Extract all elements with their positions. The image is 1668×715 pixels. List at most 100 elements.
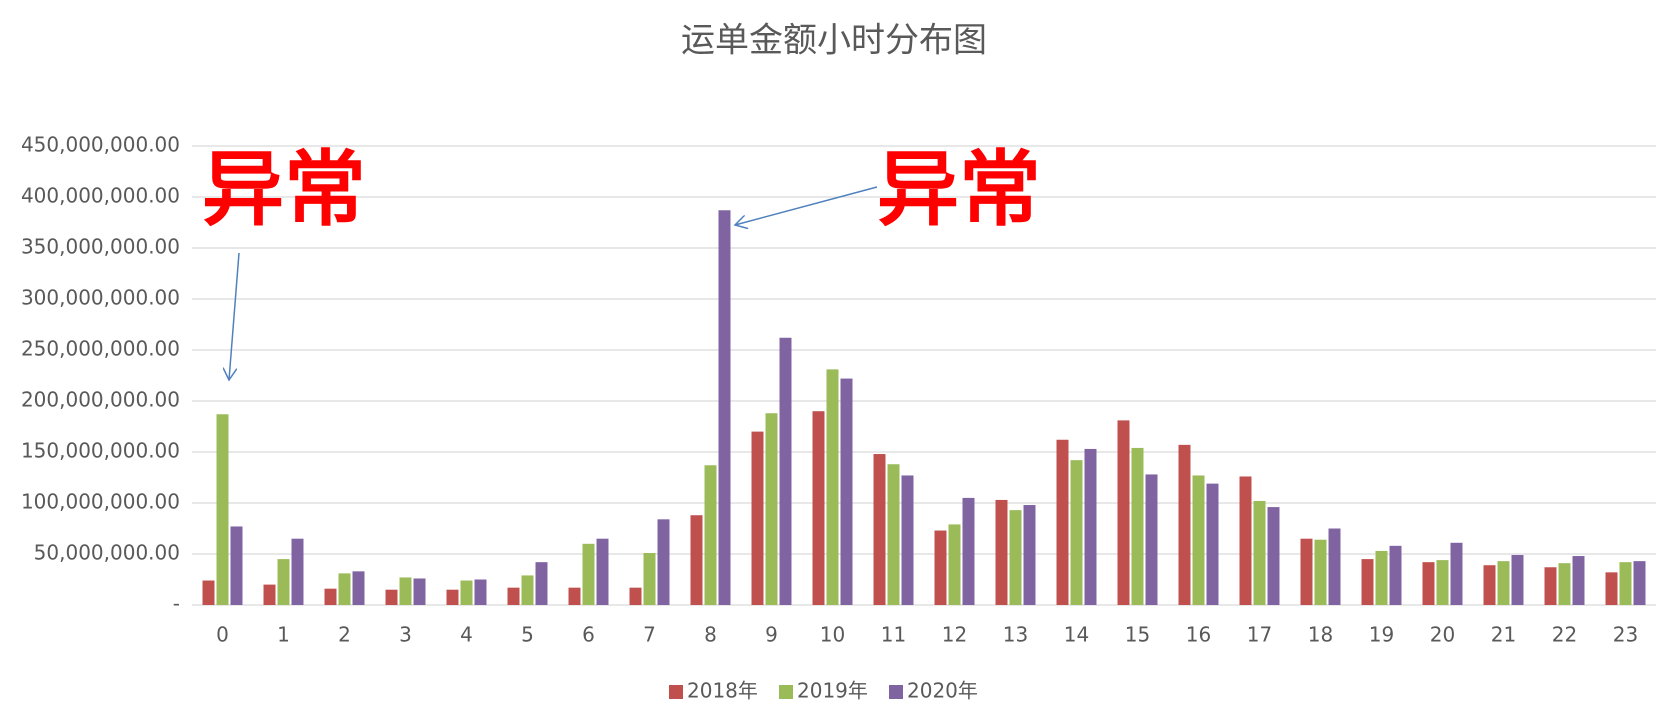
x-tick-label: 20 (1430, 623, 1455, 647)
bar (1511, 555, 1524, 605)
bar (1497, 561, 1510, 605)
annotation: 异常 (877, 142, 1041, 237)
bar (1436, 560, 1449, 605)
bar (840, 378, 853, 605)
bar (1239, 476, 1252, 605)
annotation-arrow (229, 252, 240, 380)
bar (460, 580, 473, 605)
bar (230, 526, 243, 605)
x-tick-label: 23 (1613, 623, 1638, 647)
bar (352, 571, 365, 605)
bar (629, 587, 642, 605)
bar (507, 587, 520, 605)
x-tick-label: 1 (277, 623, 290, 647)
bar (643, 552, 656, 605)
bar (338, 573, 351, 605)
y-tick-label: 350,000,000.00 (21, 235, 180, 259)
bar (948, 524, 961, 605)
bar (1389, 545, 1402, 605)
bar (1253, 500, 1266, 605)
bar (934, 530, 947, 605)
bar (751, 431, 764, 605)
bar (202, 580, 215, 605)
x-tick-label: 12 (942, 623, 967, 647)
bar (690, 515, 703, 605)
legend-swatch (669, 685, 683, 699)
x-tick-label: 10 (820, 623, 845, 647)
bar (1300, 538, 1313, 605)
bar (1023, 505, 1036, 605)
legend-swatch (779, 685, 793, 699)
bar (1450, 542, 1463, 605)
x-tick-label: 22 (1552, 623, 1577, 647)
bar (413, 578, 426, 605)
bar (1605, 572, 1618, 605)
bar (1375, 550, 1388, 605)
y-tick-label: 400,000,000.00 (21, 184, 180, 208)
legend-swatch (889, 685, 903, 699)
bar (263, 584, 276, 605)
bar (1314, 539, 1327, 605)
bar (521, 575, 534, 605)
bar (385, 589, 398, 605)
bar (1267, 507, 1280, 605)
bar (1117, 420, 1130, 605)
bar (1633, 561, 1646, 605)
x-tick-label: 13 (1003, 623, 1028, 647)
bar (1328, 528, 1341, 605)
y-tick-label: - (173, 592, 180, 616)
bar (873, 454, 886, 605)
x-tick-label: 17 (1247, 623, 1272, 647)
y-tick-label: 100,000,000.00 (21, 490, 180, 514)
y-tick-label: 50,000,000.00 (34, 541, 180, 565)
x-tick-label: 2 (338, 623, 351, 647)
y-tick-label: 300,000,000.00 (21, 286, 180, 310)
x-tick-label: 21 (1491, 623, 1516, 647)
bar (901, 475, 914, 605)
x-tick-label: 6 (582, 623, 595, 647)
annotation: 异常 (202, 142, 366, 237)
bar (962, 497, 975, 605)
bar (718, 210, 731, 605)
bar (277, 559, 290, 605)
y-tick-label: 250,000,000.00 (21, 337, 180, 361)
x-tick-label: 0 (216, 623, 229, 647)
bar (704, 465, 717, 605)
bar (582, 543, 595, 605)
x-tick-label: 8 (704, 623, 717, 647)
bar (1009, 510, 1022, 605)
x-tick-label: 15 (1125, 623, 1150, 647)
bar (1558, 563, 1571, 605)
bar (995, 499, 1008, 605)
bar (826, 369, 839, 605)
legend-label: 2018年 (687, 679, 758, 703)
bar (1070, 460, 1083, 605)
bar (1544, 567, 1557, 605)
bar (291, 538, 304, 605)
bar (399, 577, 412, 605)
y-tick-label: 450,000,000.00 (21, 133, 180, 157)
bar (1206, 483, 1219, 605)
x-tick-label: 18 (1308, 623, 1333, 647)
bar (1084, 448, 1097, 605)
x-tick-label: 9 (765, 623, 778, 647)
bar (446, 589, 459, 605)
legend-label: 2020年 (907, 679, 978, 703)
x-tick-label: 3 (399, 623, 412, 647)
x-tick-label: 4 (460, 623, 473, 647)
bar (568, 587, 581, 605)
bar (1422, 562, 1435, 605)
bar (324, 588, 337, 605)
bar (1619, 562, 1632, 605)
bar (596, 538, 609, 605)
bar (1483, 565, 1496, 605)
x-tick-label: 19 (1369, 623, 1394, 647)
annotation-arrow (735, 186, 878, 225)
bar (779, 337, 792, 605)
bar (812, 411, 825, 605)
bar (1572, 556, 1585, 605)
legend-label: 2019年 (797, 679, 868, 703)
bar (1131, 447, 1144, 605)
chart-title: 运单金额小时分布图 (681, 21, 987, 61)
